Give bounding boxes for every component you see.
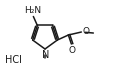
- Text: O: O: [82, 27, 89, 36]
- Text: HCl: HCl: [5, 55, 22, 65]
- Text: H₂N: H₂N: [24, 6, 41, 15]
- Text: N: N: [42, 50, 49, 61]
- Text: O: O: [68, 46, 75, 55]
